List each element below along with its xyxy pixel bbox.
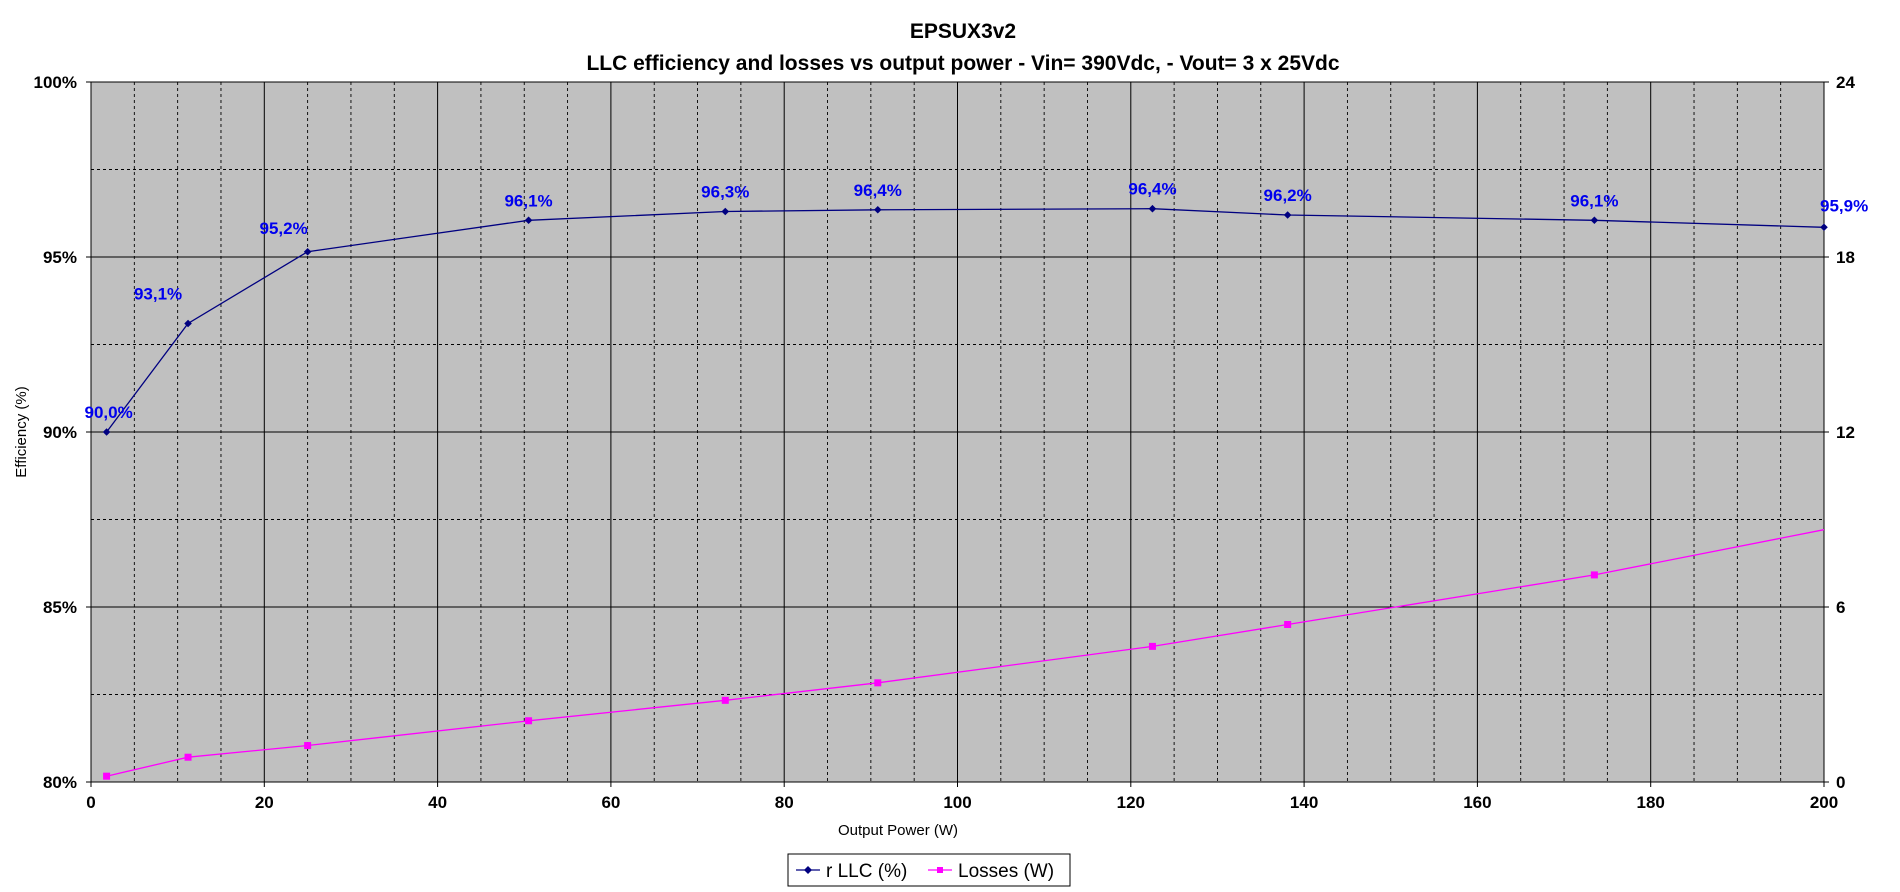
x-tick-label: 80 <box>775 793 794 812</box>
data-label: 96,2% <box>1264 186 1312 205</box>
y-tick-label: 85% <box>43 598 77 617</box>
losses-point <box>1284 621 1292 628</box>
legend: r LLC (%) Losses (W) <box>787 853 1071 887</box>
x-tick-label: 120 <box>1117 793 1145 812</box>
losses-point <box>103 772 111 780</box>
x-tick-label: 60 <box>601 793 620 812</box>
losses-point <box>874 679 882 687</box>
chart-subtitle: LLC efficiency and losses vs output powe… <box>586 52 1339 75</box>
data-label: 96,4% <box>854 181 902 200</box>
data-label: 95,9% <box>1820 196 1868 215</box>
losses-point <box>525 717 533 725</box>
x-tick-label: 20 <box>255 793 274 812</box>
efficiency-point <box>1590 216 1599 225</box>
x-tick-label: 40 <box>428 793 447 812</box>
y-tick-label: 95% <box>43 248 77 267</box>
x-tick-label: 0 <box>86 793 95 812</box>
y2-tick-label: 24 <box>1836 73 1855 92</box>
x-tick-label: 100 <box>943 793 971 812</box>
losses-point <box>1148 642 1156 650</box>
data-label: 96,4% <box>1128 180 1176 199</box>
y-tick-label: 80% <box>43 773 77 792</box>
x-tick-label: 160 <box>1463 793 1491 812</box>
grid <box>91 82 1824 782</box>
efficiency-point <box>303 247 312 256</box>
series-line-losses <box>106 529 1825 777</box>
series-line-llc-efficiency <box>106 208 1825 433</box>
efficiency-point <box>1148 204 1157 213</box>
losses-point <box>721 696 729 704</box>
legend-losses-marker <box>937 867 943 873</box>
data-labels: 90,0% 93,1% 95,2% 96,1% 96,3% 96,4% 96,4% 96,2%… <box>84 180 1868 422</box>
legend-losses-label: Losses (W) <box>958 861 1054 882</box>
efficiency-point <box>873 205 882 214</box>
losses-point <box>184 753 192 761</box>
y-tick-label: 90% <box>43 423 77 442</box>
losses-point <box>304 742 312 750</box>
legend-llc-label: r LLC (%) <box>826 861 907 882</box>
axes: 0 20 40 60 80 100 120 140 160 180 20080%85%90%95%1… <box>34 73 1856 812</box>
y2-tick-label: 12 <box>1836 423 1855 442</box>
efficiency-point <box>721 207 730 216</box>
y2-tick-label: 6 <box>1836 598 1845 617</box>
x-axis-label: Output Power (W) <box>838 822 958 839</box>
data-label: 93,1% <box>134 285 182 304</box>
data-label: 96,1% <box>1570 191 1618 210</box>
efficiency-point <box>1820 223 1828 232</box>
y-tick-label: 100% <box>34 73 77 92</box>
efficiency-point <box>184 319 192 328</box>
legend-llc-marker <box>804 866 812 874</box>
y2-tick-label: 0 <box>1836 773 1845 792</box>
efficiency-point <box>102 428 111 436</box>
legend-box <box>787 853 1071 887</box>
chart-title: EPSUX3v2 <box>910 20 1016 43</box>
y-axis-label: Efficiency (%) <box>13 386 30 477</box>
data-label: 90,0% <box>84 403 132 422</box>
series <box>102 204 1828 780</box>
efficiency-point <box>524 216 533 225</box>
x-tick-label: 200 <box>1810 793 1838 812</box>
data-label: 96,1% <box>504 191 552 210</box>
x-tick-label: 140 <box>1290 793 1318 812</box>
y2-tick-label: 18 <box>1836 248 1855 267</box>
x-tick-label: 180 <box>1637 793 1665 812</box>
data-label: 95,2% <box>260 219 308 238</box>
losses-point <box>1590 571 1598 579</box>
data-label: 96,3% <box>701 183 749 202</box>
efficiency-point <box>1283 211 1292 219</box>
